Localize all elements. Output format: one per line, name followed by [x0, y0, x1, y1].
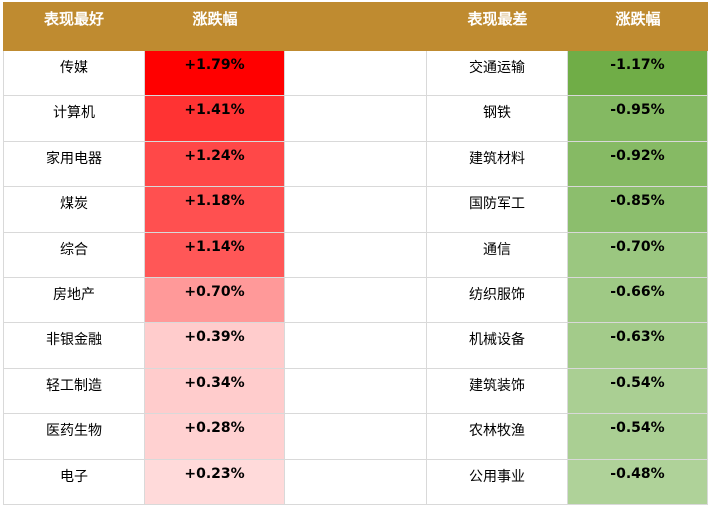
worst-change: -0.48%: [568, 459, 708, 505]
best-change: +0.39%: [145, 323, 285, 369]
worst-change: -0.63%: [568, 323, 708, 369]
worst-sector: 农林牧渔: [427, 414, 568, 460]
worst-sector: 国防军工: [427, 187, 568, 233]
worst-change: -0.95%: [568, 96, 708, 142]
best-change: +1.79%: [145, 51, 285, 97]
best-sector: 电子: [3, 459, 145, 505]
best-sector: 家用电器: [3, 141, 145, 188]
best-sector: 煤炭: [3, 187, 145, 233]
worst-change: -0.85%: [568, 187, 708, 233]
header-cell: 表现最差: [427, 2, 568, 51]
spacer: [285, 232, 427, 278]
header-cell: 表现最好: [3, 2, 145, 51]
spacer: [285, 368, 427, 415]
worst-sector: 建筑材料: [427, 141, 568, 188]
best-sector: 计算机: [3, 96, 145, 142]
spacer: [285, 277, 427, 324]
spacer: [285, 459, 427, 505]
worst-change: -0.66%: [568, 277, 708, 324]
worst-sector: 钢铁: [427, 96, 568, 142]
best-change: +0.28%: [145, 414, 285, 460]
worst-change: -0.70%: [568, 232, 708, 278]
worst-sector: 纺织服饰: [427, 277, 568, 324]
spacer: [285, 323, 427, 369]
worst-change: -0.92%: [568, 141, 708, 188]
worst-sector: 通信: [427, 232, 568, 278]
best-sector: 医药生物: [3, 414, 145, 460]
worst-sector: 交通运输: [427, 51, 568, 97]
best-sector: 轻工制造: [3, 368, 145, 415]
header-cell: 涨跌幅: [145, 2, 285, 51]
best-sector: 综合: [3, 232, 145, 278]
best-sector: 房地产: [3, 277, 145, 324]
best-change: +1.14%: [145, 232, 285, 278]
best-change: +1.41%: [145, 96, 285, 142]
spacer: [285, 414, 427, 460]
spacer: [285, 51, 427, 97]
worst-change: -1.17%: [568, 51, 708, 97]
worst-change: -0.54%: [568, 368, 708, 415]
spacer: [285, 187, 427, 233]
best-change: +1.24%: [145, 141, 285, 188]
best-change: +0.34%: [145, 368, 285, 415]
header-cell: [285, 2, 427, 51]
spacer: [285, 141, 427, 188]
best-sector: 非银金融: [3, 323, 145, 369]
header-cell: 涨跌幅: [568, 2, 708, 51]
worst-change: -0.54%: [568, 414, 708, 460]
best-change: +1.18%: [145, 187, 285, 233]
worst-sector: 建筑装饰: [427, 368, 568, 415]
spacer: [285, 96, 427, 142]
worst-sector: 公用事业: [427, 459, 568, 505]
best-change: +0.23%: [145, 459, 285, 505]
best-change: +0.70%: [145, 277, 285, 324]
best-sector: 传媒: [3, 51, 145, 97]
worst-sector: 机械设备: [427, 323, 568, 369]
sector-table: 表现最好 涨跌幅 表现最差 涨跌幅 传媒 +1.79% 交通运输 -1.17% 计算机 +1.41…: [3, 2, 708, 505]
